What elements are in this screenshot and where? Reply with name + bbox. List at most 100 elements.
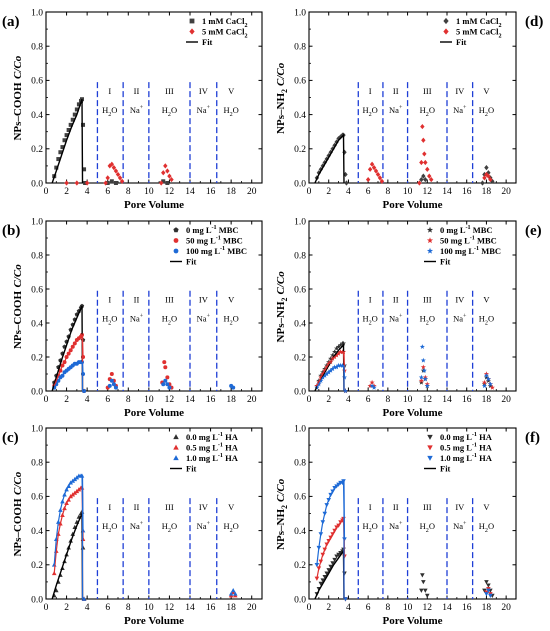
segment-eluent: H2O — [223, 521, 238, 534]
legend-marker — [427, 434, 433, 440]
legend-label: Fit — [186, 464, 197, 474]
data-point — [344, 180, 349, 186]
y-tick-label: 0.6 — [294, 493, 306, 503]
fit-line — [51, 305, 84, 392]
data-point — [375, 171, 381, 178]
legend-marker — [173, 238, 179, 243]
x-axis-label: Pore Volume — [383, 199, 443, 211]
data-point — [165, 181, 170, 185]
y-tick-label: 0.4 — [294, 527, 306, 537]
data-point — [367, 383, 373, 389]
data-point — [419, 176, 424, 183]
segment-numeral: I — [369, 295, 372, 305]
segment-numeral: III — [423, 502, 432, 512]
segment-numeral: III — [165, 86, 174, 96]
legend-label: 0.0 mg L-1 HA — [186, 432, 239, 442]
x-tick-label: 8 — [385, 603, 390, 613]
segment-eluent: H2O — [420, 105, 435, 118]
x-tick-label: 16 — [462, 395, 472, 405]
data-point — [427, 173, 432, 179]
segment-eluent: H2O — [162, 313, 177, 326]
segment-numeral: II — [393, 295, 399, 305]
x-tick-label: 4 — [346, 395, 351, 405]
data-point — [163, 163, 168, 169]
data-point — [117, 175, 123, 181]
x-tick-label: 12 — [165, 603, 175, 613]
data-point — [318, 581, 324, 587]
y-tick-label: 1.0 — [31, 424, 43, 434]
x-tick-label: 8 — [385, 395, 390, 405]
segment-eluent: Na+ — [389, 521, 403, 531]
data-point — [167, 173, 172, 179]
data-point — [105, 175, 110, 181]
x-tick-label: 4 — [346, 187, 351, 197]
fit-line — [316, 364, 346, 391]
legend-marker — [426, 247, 434, 254]
y-tick-label: 0.0 — [31, 179, 43, 189]
y-axis-label-group: NPs–COOH C/Co — [12, 55, 24, 140]
series-1 — [314, 349, 495, 394]
x-tick-label: 14 — [442, 395, 452, 405]
data-point — [423, 588, 428, 593]
data-point — [423, 159, 428, 166]
x-tick-label: 12 — [165, 395, 175, 405]
data-point — [486, 583, 491, 588]
plot-frame — [308, 11, 517, 184]
y-tick-label: 0.2 — [294, 561, 306, 571]
segment-numeral: V — [228, 295, 235, 305]
y-axis-label-italic: C/Co — [275, 478, 287, 502]
x-tick-label: 20 — [247, 395, 257, 405]
x-tick-label: 6 — [366, 187, 371, 197]
panel-a: 0 2 4 6 8 10 12 14 16 18 20 0.0 0.2 0.4 0.6 0.8 1.0 Pore … — [2, 8, 263, 211]
legend-item: Fit — [424, 257, 451, 267]
data-point — [326, 568, 332, 573]
x-axis-label: Pore Volume — [124, 615, 184, 627]
legend-label: Fit — [186, 257, 197, 267]
y-axis-label: NPs–COOH — [12, 291, 24, 350]
legend-marker — [173, 434, 179, 440]
segment-eluent: Na+ — [130, 105, 144, 115]
y-tick-label: 0.8 — [294, 43, 306, 53]
data-point — [481, 383, 488, 389]
legend-label: 5 mM CaCl2 — [456, 27, 502, 40]
segment-eluent: H2O — [362, 105, 377, 118]
data-point — [486, 588, 491, 593]
x-tick-label: 4 — [85, 187, 90, 197]
y-axis-label: NPs–NH2 — [275, 89, 289, 134]
x-tick-label: 2 — [326, 603, 331, 613]
legend-marker — [427, 445, 433, 451]
data-point — [429, 176, 434, 183]
legend-label: 50 mg L-1 MBC — [186, 236, 243, 246]
y-axis-label: NPs–COOH — [12, 82, 24, 141]
y-tick-label: 0.8 — [31, 43, 43, 53]
x-tick-label: 20 — [501, 187, 511, 197]
x-tick-label: 4 — [85, 395, 90, 405]
legend-label: 50 mg L-1 MBC — [440, 236, 497, 246]
data-point — [161, 170, 166, 176]
legend-item: 1 mM CaCl2 — [189, 16, 248, 29]
data-point — [74, 107, 79, 112]
segment-eluent: Na+ — [130, 313, 144, 323]
series-0 — [314, 547, 495, 602]
legend-item: 0.0 mg L-1 HA — [427, 432, 493, 442]
data-point — [66, 127, 71, 132]
legend-item: 50 mg L-1 MBC — [426, 236, 497, 246]
series-0 — [314, 132, 495, 186]
x-tick-label: 8 — [126, 187, 131, 197]
y-axis-label: NPs–COOH — [12, 498, 24, 557]
data-point — [231, 385, 236, 390]
y-tick-label: 1.0 — [294, 424, 306, 434]
data-point — [232, 591, 238, 596]
y-tick-label: 1.0 — [294, 8, 306, 18]
fit-line — [53, 361, 84, 391]
data-point — [424, 383, 430, 389]
data-point — [330, 561, 335, 566]
panel-label: (d) — [525, 14, 543, 30]
data-point — [332, 349, 338, 355]
data-point — [161, 382, 166, 387]
data-point — [340, 340, 347, 346]
segment-numeral: V — [228, 86, 235, 96]
data-point — [487, 381, 493, 387]
x-tick-label: 6 — [366, 395, 371, 405]
data-point — [421, 173, 426, 179]
